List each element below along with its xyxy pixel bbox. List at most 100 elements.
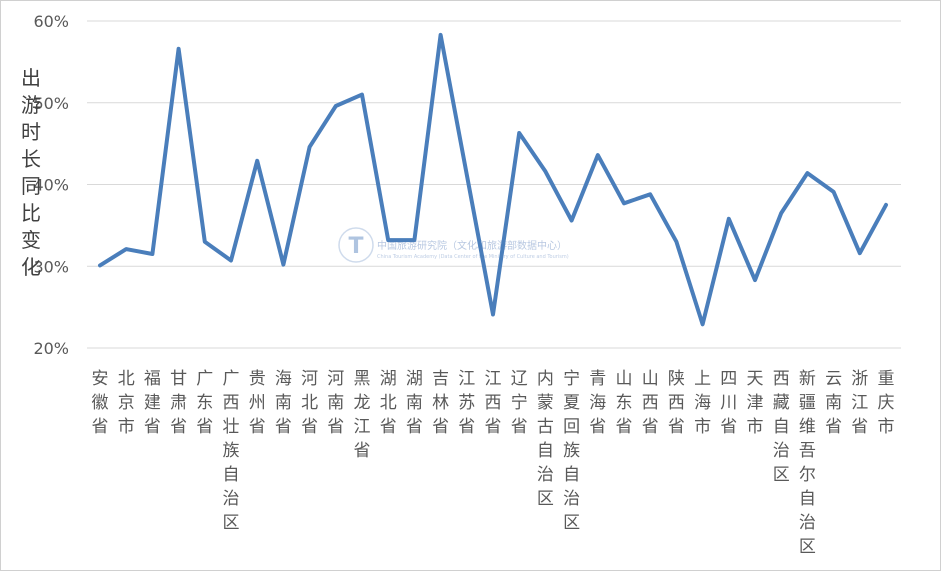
x-category-char: 甘 (170, 369, 187, 389)
gridlines (87, 20, 901, 349)
x-category-char: 区 (563, 513, 580, 533)
x-category-char: 省 (354, 441, 371, 461)
data-points (98, 33, 888, 326)
x-category-char: 江 (851, 393, 868, 413)
x-category-label: 甘肃省 (170, 369, 187, 437)
x-category-char: 疆 (799, 393, 816, 413)
x-category-char: 庆 (878, 393, 895, 413)
x-category-label: 陕西省 (668, 369, 685, 437)
x-category-char: 省 (380, 417, 397, 437)
x-category-char: 安 (92, 369, 109, 389)
x-category-char: 宁 (563, 369, 580, 389)
x-category-char: 省 (825, 417, 842, 437)
x-category-char: 市 (694, 417, 711, 437)
x-category-char: 东 (196, 393, 213, 413)
x-category-label: 福建省 (144, 369, 161, 437)
x-category-char: 浙 (851, 369, 868, 389)
x-category-char: 南 (327, 393, 344, 413)
x-category-char: 省 (432, 417, 449, 437)
x-category-char: 治 (223, 489, 240, 509)
x-category-char: 自 (563, 465, 580, 485)
x-category-char: 市 (747, 417, 764, 437)
x-category-char: 林 (432, 393, 449, 413)
x-category-char: 藏 (773, 393, 790, 413)
x-category-label: 广东省 (196, 369, 213, 437)
x-category-char: 西 (642, 393, 659, 413)
x-category-char: 津 (747, 393, 764, 413)
y-tick-label: 40% (33, 176, 69, 195)
x-category-char: 北 (301, 393, 318, 413)
x-category-char: 东 (616, 393, 633, 413)
x-category-char: 区 (537, 489, 554, 509)
x-category-char: 西 (223, 393, 240, 413)
x-category-char: 省 (616, 417, 633, 437)
x-category-char: 上 (694, 369, 711, 389)
x-category-char: 尔 (799, 465, 816, 485)
x-category-label: 辽宁省 (511, 369, 528, 437)
x-category-char: 南 (825, 393, 842, 413)
x-category-char: 海 (589, 393, 606, 413)
x-category-char: 省 (720, 417, 737, 437)
x-category-char: 市 (878, 417, 895, 437)
x-category-char: 州 (249, 393, 266, 413)
x-category-char: 北 (118, 369, 135, 389)
x-category-char: 省 (327, 417, 344, 437)
x-category-label: 上海市 (694, 369, 711, 437)
x-category-char: 自 (799, 489, 816, 509)
x-category-char: 青 (589, 369, 606, 389)
x-category-char: 湖 (380, 369, 397, 389)
x-category-char: 西 (485, 393, 502, 413)
y-axis-label-char: 同 (21, 174, 41, 198)
x-category-char: 江 (485, 369, 502, 389)
y-axis-label-char: 时 (21, 120, 41, 144)
x-category-char: 自 (537, 441, 554, 461)
x-category-char: 天 (747, 369, 764, 389)
x-category-char: 四 (720, 369, 737, 389)
x-category-char: 省 (458, 417, 475, 437)
x-category-char: 贵 (249, 369, 266, 389)
x-category-label: 江西省 (485, 369, 502, 437)
x-category-char: 蒙 (537, 393, 554, 413)
y-axis-label-char: 变 (21, 228, 41, 252)
y-axis-label-char: 化 (21, 255, 41, 279)
x-category-char: 建 (144, 393, 161, 413)
x-category-char: 川 (720, 393, 737, 413)
x-category-label: 四川省 (720, 369, 737, 437)
y-axis-label-char: 比 (21, 201, 41, 225)
x-category-char: 维 (799, 417, 816, 437)
series-line (98, 32, 888, 327)
x-category-char: 吾 (799, 441, 816, 461)
x-category-char: 省 (485, 417, 502, 437)
x-category-label: 安徽省 (92, 369, 109, 437)
x-category-char: 族 (223, 441, 240, 461)
x-category-char: 陕 (668, 369, 685, 389)
x-category-label: 湖南省 (406, 369, 423, 437)
x-category-char: 壮 (223, 417, 240, 437)
y-axis-ticks: 20% 30% 40% 50% 60% (33, 12, 69, 358)
x-category-char: 省 (511, 417, 528, 437)
x-category-char: 云 (825, 369, 842, 389)
x-category-char: 肃 (170, 393, 187, 413)
x-category-char: 苏 (458, 393, 475, 413)
x-category-label: 青海省 (589, 369, 606, 437)
x-category-char: 重 (878, 369, 895, 389)
x-category-char: 内 (537, 369, 554, 389)
x-category-char: 省 (851, 417, 868, 437)
x-category-char: 龙 (354, 393, 371, 413)
x-category-char: 治 (799, 513, 816, 533)
x-category-char: 江 (458, 369, 475, 389)
x-category-label: 山西省 (642, 369, 659, 437)
x-category-char: 京 (118, 393, 135, 413)
x-category-label: 天津市 (747, 369, 764, 437)
x-category-char: 西 (773, 369, 790, 389)
x-category-char: 回 (563, 417, 580, 437)
x-category-label: 浙江省 (851, 369, 868, 437)
x-category-char: 省 (642, 417, 659, 437)
